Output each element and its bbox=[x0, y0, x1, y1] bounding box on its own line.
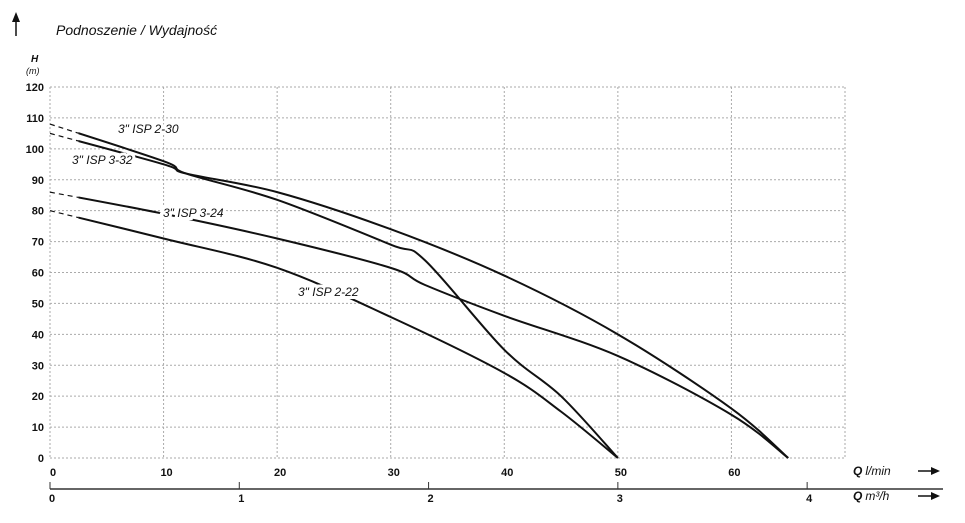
curves: 3" ISP 2-30 3" ISP 3-32 3" ISP 3-24 3" ISP … bbox=[49, 119, 789, 459]
y-tick-label: 80 bbox=[32, 206, 44, 218]
y-tick-label: 120 bbox=[26, 82, 44, 94]
up-arrow-icon bbox=[12, 12, 20, 22]
series-label: 3" ISP 3-32 bbox=[72, 153, 133, 167]
y-tick-label: 0 bbox=[38, 453, 44, 465]
x2-tick-label: 1 bbox=[238, 493, 244, 505]
series-dashed-extension bbox=[49, 191, 79, 199]
y-tick-label: 40 bbox=[32, 329, 44, 341]
x-tick-label: 0 bbox=[50, 467, 56, 479]
series-label: 3" ISP 3-24 bbox=[163, 206, 224, 220]
series-label: 3" ISP 2-22 bbox=[298, 285, 359, 299]
x-tick-label: 40 bbox=[501, 467, 513, 479]
y-tick-label: 90 bbox=[32, 175, 44, 187]
x-tick-label: 50 bbox=[615, 467, 627, 479]
x2-axis-label-q: Q bbox=[853, 489, 863, 503]
x-tick-label: 20 bbox=[274, 467, 286, 479]
x2-axis-unit: m³/h bbox=[865, 489, 889, 503]
series-dashed-extension bbox=[49, 132, 79, 142]
x-axis-unit: l/min bbox=[865, 464, 891, 478]
y-tick-label: 60 bbox=[32, 268, 44, 280]
right-arrow-icon bbox=[918, 492, 940, 500]
y-axis-label: H bbox=[31, 54, 39, 65]
series-line bbox=[78, 216, 619, 459]
y-tick-label: 50 bbox=[32, 298, 44, 310]
y-tick-label: 30 bbox=[32, 360, 44, 372]
x-tick-label: 60 bbox=[728, 467, 740, 479]
y-tick-label: 70 bbox=[32, 237, 44, 249]
series-line bbox=[78, 132, 619, 459]
y-tick-label: 10 bbox=[32, 422, 44, 434]
y-tick-label: 110 bbox=[26, 113, 44, 125]
grid bbox=[49, 86, 846, 459]
x2-tick-label: 0 bbox=[49, 493, 55, 505]
series-label: 3" ISP 2-30 bbox=[118, 122, 179, 136]
x-tick-label: 10 bbox=[160, 467, 172, 479]
y-axis-unit: (m) bbox=[26, 66, 40, 76]
x-tick-label: 30 bbox=[388, 467, 400, 479]
y-tick-label: 100 bbox=[26, 144, 44, 156]
right-arrow-icon bbox=[918, 467, 940, 475]
series-line bbox=[78, 139, 789, 459]
x-axis-label-q: Q bbox=[853, 464, 863, 478]
x2-tick-label: 4 bbox=[806, 493, 813, 505]
y-tick-label: 20 bbox=[32, 391, 44, 403]
x2-tick-label: 2 bbox=[428, 493, 434, 505]
x2-tick-label: 3 bbox=[617, 493, 623, 505]
series-line bbox=[78, 196, 789, 459]
chart-title: Podnoszenie / Wydajność bbox=[56, 22, 217, 38]
